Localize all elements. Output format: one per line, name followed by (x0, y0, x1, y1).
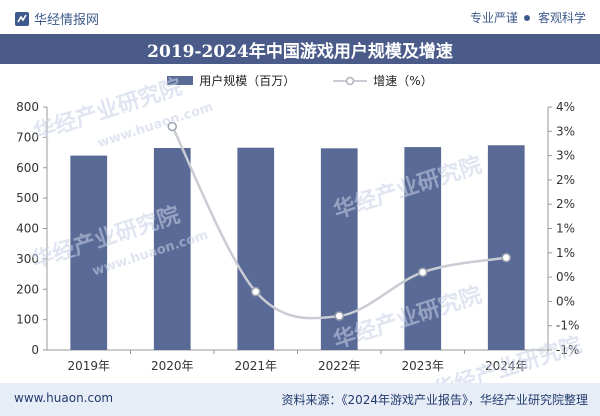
legend-bar-swatch (167, 76, 194, 85)
bar (404, 147, 442, 350)
y-right-tick-label: 4% (556, 100, 575, 114)
y-right-tick-label: -1% (556, 319, 579, 333)
y-left-tick-label: 600 (16, 161, 39, 175)
growth-line (171, 125, 507, 320)
y-right-tick-label: -1% (556, 343, 579, 357)
x-tick-label: 2022年 (318, 359, 361, 373)
x-tick-label: 2019年 (67, 359, 110, 373)
legend: 用户规模（百万） 增速（%） (0, 72, 600, 89)
growth-point (251, 286, 261, 297)
chart-title: 2019-2024年中国游戏用户规模及增速 (0, 34, 600, 64)
brand-name: 华经情报网 (34, 13, 100, 28)
x-tick-label: 2021年 (234, 359, 277, 373)
y-right-tick-label: 3% (556, 124, 575, 138)
x-tick-label: 2024年 (485, 359, 528, 373)
y-right-tick-label: 0% (556, 270, 575, 284)
y-left-tick-label: 100 (16, 313, 39, 327)
y-right-tick-label: 2% (556, 173, 575, 187)
footer: www.huaon.com 资料来源：《2024年游戏产业报告》，华经产业研究院… (0, 383, 600, 416)
growth-point (167, 121, 177, 132)
y-left-tick-label: 700 (16, 130, 39, 144)
header-tags: 专业严谨 客观科学 (470, 9, 586, 26)
growth-point (501, 252, 511, 263)
y-right-tick-label: 0% (556, 294, 575, 308)
y-left-tick-label: 400 (16, 222, 39, 236)
y-right-tick-label: 1% (556, 222, 575, 236)
top-bar: 华经情报网 专业严谨 客观科学 (0, 0, 600, 34)
bar (70, 155, 108, 350)
growth-point (418, 267, 428, 277)
bullet-icon (523, 14, 530, 21)
footer-source: 资料来源：《2024年游戏产业报告》，华经产业研究院整理 (281, 393, 588, 407)
y-right-tick-label: 1% (556, 246, 575, 260)
y-right-tick-label: 2% (556, 197, 575, 211)
legend-item-users: 用户规模（百万） (167, 72, 295, 89)
chart-plot: 0 100 200 300 400 500 600 700 800 -1% -1% 0% 0% 1% 1% 2… (16, 100, 579, 373)
tag-professional: 专业严谨 (469, 11, 518, 25)
y-left-tick-label: 0 (31, 343, 39, 357)
y-left-tick-label: 300 (16, 252, 39, 266)
brand: 华经情报网 (14, 9, 99, 28)
y-left-tick-label: 200 (16, 282, 39, 296)
growth-point (334, 311, 344, 321)
y-left-tick-label: 800 (16, 100, 39, 114)
x-tick-label: 2020年 (151, 359, 194, 373)
footer-url: www.huaon.com (14, 391, 114, 405)
x-tick-label: 2023年 (401, 359, 444, 373)
y-right-tick-label: 3% (556, 149, 575, 163)
brand-logo-icon (15, 11, 29, 26)
legend-item-growth: 增速（%） (333, 72, 433, 89)
legend-growth-label: 增速（%） (373, 74, 433, 88)
bar (153, 148, 191, 350)
bar (487, 145, 525, 350)
legend-users-label: 用户规模（百万） (199, 74, 296, 88)
bar (237, 147, 275, 350)
y-left-tick-label: 500 (16, 191, 39, 205)
tag-objective: 客观科学 (537, 11, 586, 25)
legend-line-swatch (333, 76, 368, 85)
